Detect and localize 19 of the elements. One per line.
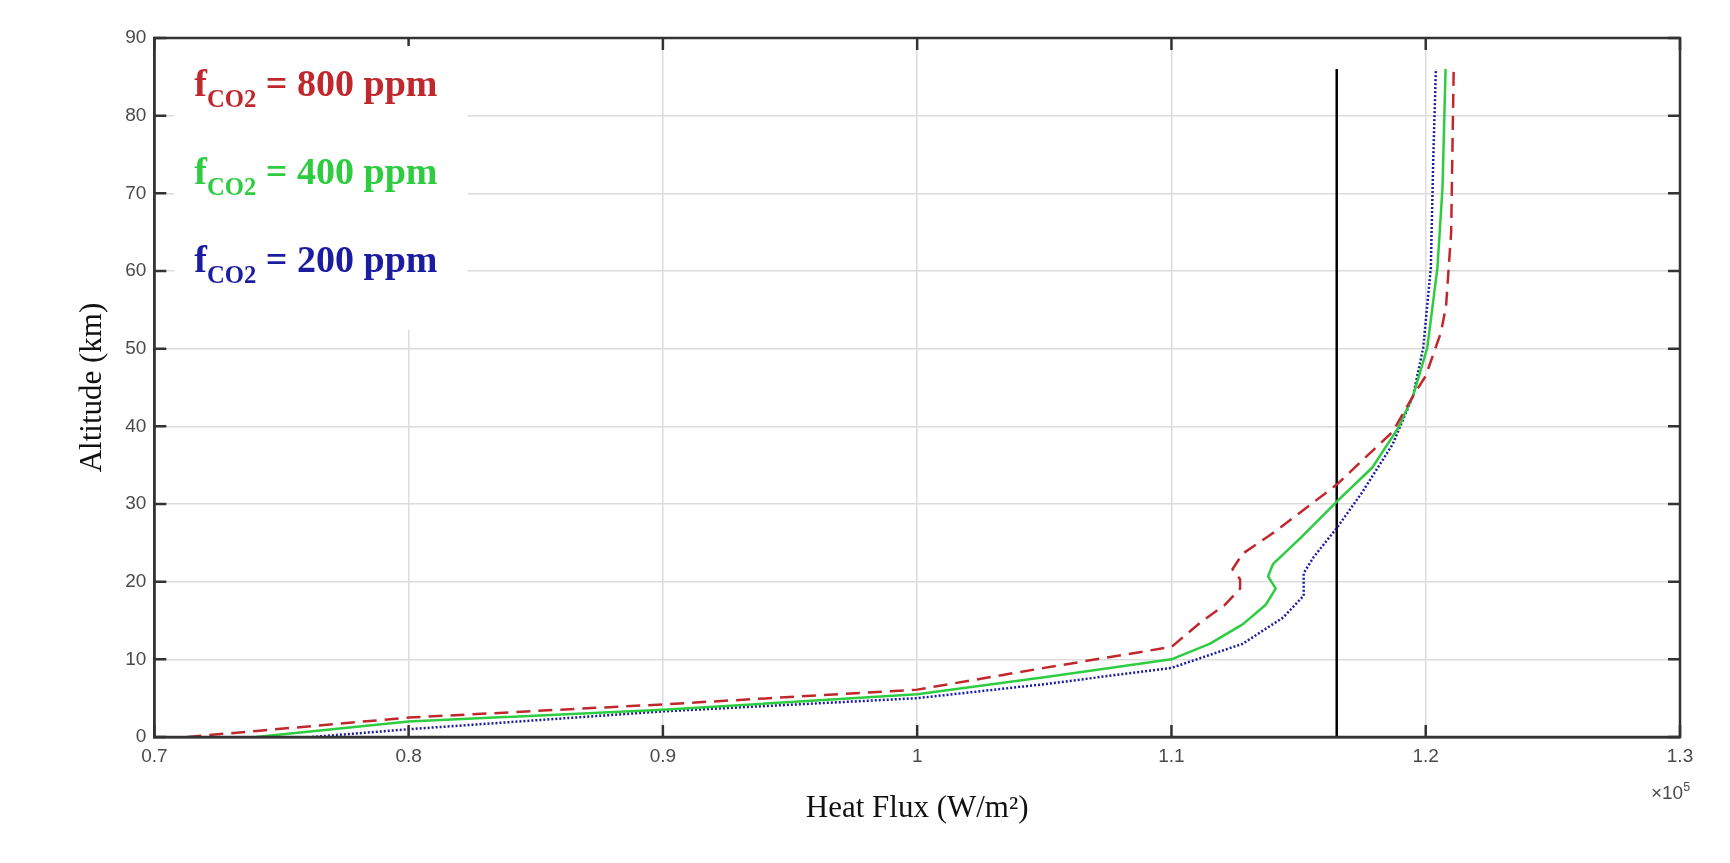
y-tick-label: 40	[125, 414, 147, 436]
x-axis-title: Heat Flux (W/m²)	[805, 788, 1029, 824]
y-axis-title: Altitude (km)	[72, 302, 108, 473]
y-tick-label: 30	[125, 492, 147, 514]
y-tick-label: 10	[125, 647, 147, 669]
x-tick-label: 1.1	[1158, 744, 1185, 766]
y-tick-label: 80	[125, 103, 147, 125]
x-tick-label: 0.7	[141, 744, 168, 766]
y-tick-label: 70	[125, 181, 147, 203]
y-tick-label: 60	[125, 259, 147, 281]
x-tick-label: 1.2	[1412, 744, 1439, 766]
x-tick-label: 0.8	[395, 744, 422, 766]
x-tick-label: 1	[911, 744, 923, 766]
y-tick-label: 50	[125, 336, 147, 358]
y-tick-label: 90	[125, 26, 147, 48]
x-tick-label: 0.9	[649, 744, 677, 766]
y-tick-label: 0	[135, 725, 147, 747]
x-tick-label: 1.3	[1666, 744, 1694, 766]
y-tick-label: 20	[125, 569, 147, 591]
